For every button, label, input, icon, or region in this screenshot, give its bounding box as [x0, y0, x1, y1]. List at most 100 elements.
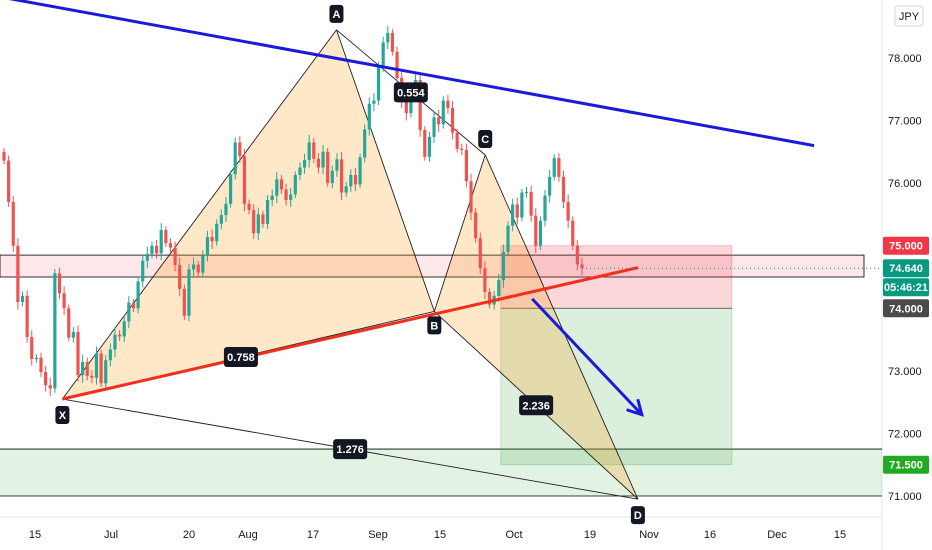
candle-body — [57, 273, 62, 294]
countdown-tag — [883, 278, 929, 297]
candle-body — [524, 191, 529, 193]
candle-body — [307, 142, 311, 160]
candle-body — [113, 334, 117, 350]
candle-body — [118, 334, 122, 337]
candle-body — [575, 245, 579, 265]
candle-body — [363, 129, 367, 158]
leg-bc — [433, 154, 486, 312]
point-label-box-c — [478, 129, 493, 148]
candle-body — [94, 353, 99, 378]
time-tick-Oct: Oct — [505, 529, 522, 541]
candle-body — [252, 210, 256, 234]
harmonic-pattern[interactable] — [62, 29, 639, 500]
candle-body — [108, 349, 112, 361]
candle-body — [196, 264, 200, 273]
price-tag-label-75.000: 75.000 — [889, 241, 923, 253]
candle-body — [20, 295, 25, 303]
currency-badge — [894, 5, 924, 27]
candle-body — [150, 245, 154, 254]
candle-body — [446, 100, 450, 109]
point-label-box-x — [55, 406, 70, 425]
time-tick-Dec: Dec — [767, 529, 787, 541]
candle-body — [552, 158, 556, 177]
time-tick-19: 19 — [584, 529, 596, 541]
price-tick-76.000: 76.000 — [888, 178, 922, 190]
leg-cd — [484, 154, 639, 500]
time-tick-15: 15 — [834, 529, 846, 541]
price-tick-78.000: 78.000 — [888, 53, 922, 65]
ratio-box-2.236 — [519, 395, 554, 416]
price-tag-74.640 — [883, 259, 929, 278]
candle-body — [548, 176, 552, 196]
time-tick-Aug: Aug — [238, 529, 258, 541]
candle-body — [381, 42, 385, 67]
trendlines[interactable] — [0, 0, 815, 417]
price-tag-74.000 — [883, 299, 929, 318]
candle-body — [178, 265, 182, 289]
candle-body — [53, 273, 57, 389]
ratio-label-0.554: 0.554 — [397, 87, 425, 99]
triangle-xab — [62, 29, 435, 400]
support-band — [0, 449, 882, 496]
candle-body — [395, 51, 399, 79]
candle-body — [2, 151, 6, 161]
candle-body — [242, 156, 247, 204]
candle-body — [455, 132, 459, 149]
candle-body — [506, 225, 510, 252]
ratio-box-0.758 — [223, 346, 258, 367]
time-tick-17: 17 — [307, 529, 319, 541]
candle-body — [404, 101, 408, 114]
candle-body — [173, 247, 177, 266]
candle-body — [423, 129, 427, 157]
candle-body — [284, 189, 288, 201]
candle-body — [275, 179, 279, 196]
price-tick-72.000: 72.000 — [888, 428, 922, 440]
currency-badge-label: JPY — [899, 11, 920, 23]
candle-body — [390, 32, 395, 52]
time-tick-15: 15 — [434, 529, 446, 541]
candle-body — [326, 151, 330, 184]
point-label-a: A — [332, 9, 340, 21]
candle-body — [270, 195, 274, 201]
candle-body — [557, 158, 561, 177]
candle-body — [450, 108, 455, 133]
candles — [2, 26, 584, 396]
candle-body — [39, 357, 43, 373]
candle-body — [7, 160, 11, 202]
candle-body — [228, 174, 233, 204]
candle-body — [81, 362, 85, 376]
resistance-band — [0, 254, 865, 278]
candle-body — [543, 195, 547, 221]
candle-body — [474, 212, 478, 239]
candle-body — [30, 337, 34, 359]
candle-body — [344, 186, 348, 193]
candle-body — [497, 280, 501, 296]
point-label-box-d — [630, 506, 645, 525]
candle-body — [441, 100, 445, 125]
candle-body — [409, 96, 413, 114]
candle-body — [159, 230, 163, 254]
candle-body — [67, 308, 71, 338]
candle-body — [298, 167, 302, 176]
leg-ab — [336, 29, 435, 312]
price-tag-label-74.000: 74.000 — [889, 303, 923, 315]
ratio-box-0.554 — [393, 82, 428, 103]
pattern-labels: X A B C D 0.554 0.758 2.236 1.276 — [55, 4, 645, 525]
candle-body — [201, 255, 205, 273]
candle-body — [238, 142, 242, 157]
candle-body — [483, 268, 487, 293]
candle-body — [256, 214, 260, 234]
candle-body — [187, 269, 191, 316]
candle-body — [122, 321, 126, 337]
candle-body — [205, 236, 210, 256]
candle-body — [215, 223, 219, 242]
candle-body — [386, 32, 390, 43]
candle-body — [349, 175, 353, 187]
candle-body — [520, 192, 524, 218]
candle-body — [104, 360, 108, 384]
point-label-box-b — [427, 316, 442, 335]
time-tick-16: 16 — [704, 529, 716, 541]
candle-body — [145, 253, 149, 261]
candle-body — [529, 191, 533, 216]
